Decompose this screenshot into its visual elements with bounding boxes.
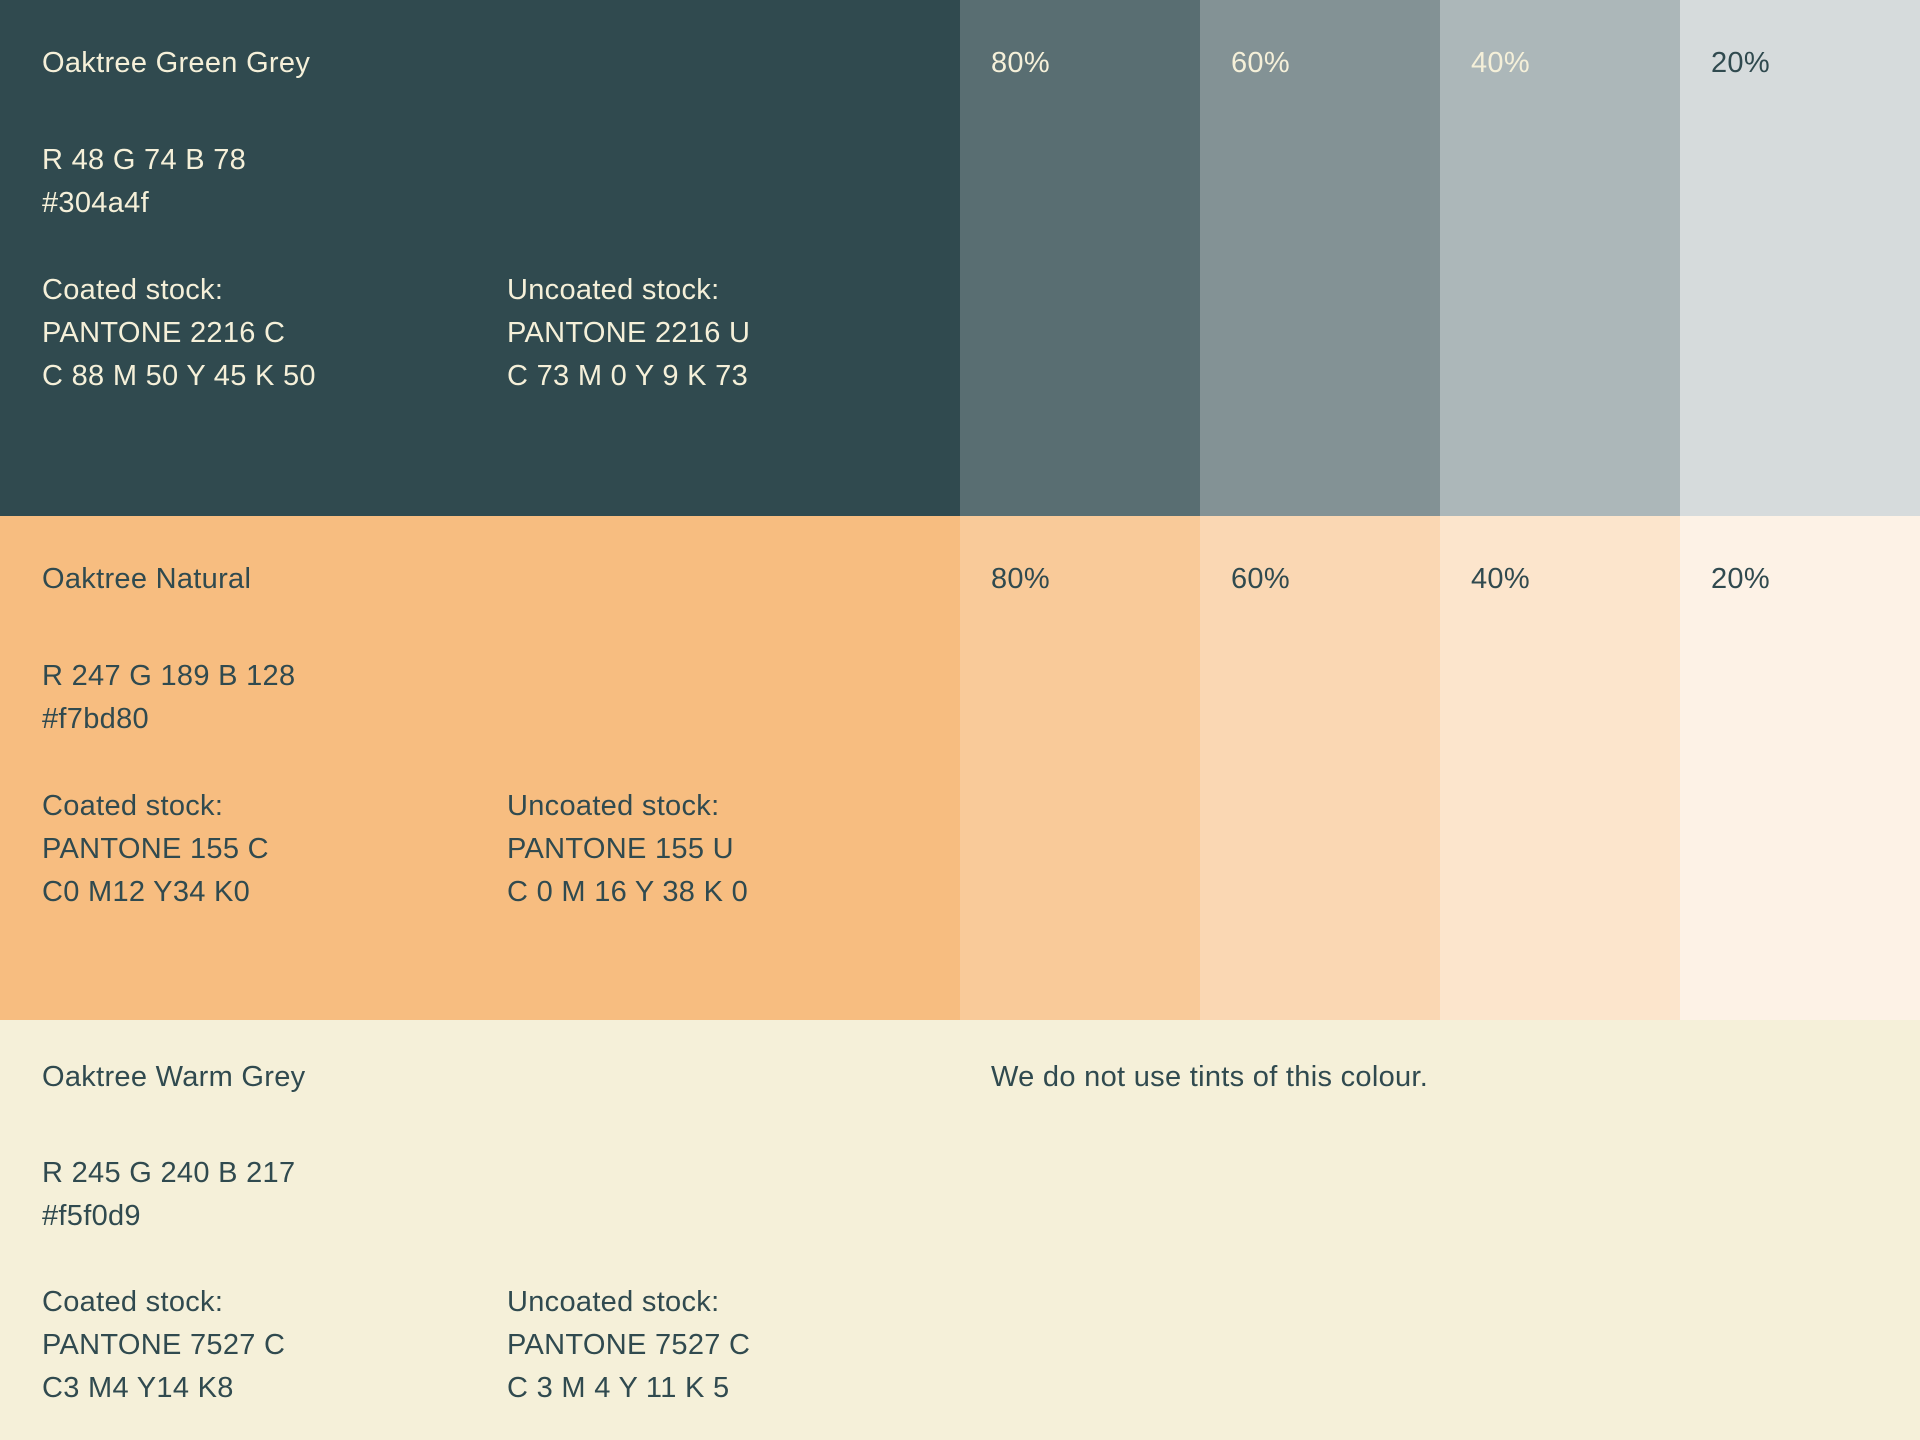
tint-label: 60% [1231, 563, 1290, 595]
uncoated-cmyk: C 73 M 0 Y 9 K 73 [507, 360, 749, 392]
tint-swatch: 60% [1200, 0, 1440, 516]
coated-pantone: PANTONE 155 C [42, 833, 269, 865]
rgb-value: R 247 G 189 B 128 [42, 660, 296, 692]
rgb-value: R 245 G 240 B 217 [42, 1157, 296, 1189]
rgb-value: R 48 G 74 B 78 [42, 144, 247, 176]
uncoated-pantone: PANTONE 155 U [507, 833, 734, 865]
coated-label: Coated stock: [42, 1286, 224, 1318]
coated-label: Coated stock: [42, 274, 224, 306]
colour-section-natural: Oaktree Natural R 247 G 189 B 128 #f7bd8… [0, 516, 1920, 1020]
tint-label: 80% [991, 563, 1050, 595]
coated-pantone: PANTONE 2216 C [42, 317, 286, 349]
tint-label: 40% [1471, 563, 1530, 595]
tint-label: 40% [1471, 47, 1530, 79]
tint-swatch: 20% [1680, 516, 1920, 1020]
colour-name: Oaktree Green Grey [42, 47, 311, 79]
tint-swatch: 80% [960, 0, 1200, 516]
uncoated-cmyk: C 3 M 4 Y 11 K 5 [507, 1372, 730, 1404]
tint-label: 20% [1711, 563, 1770, 595]
tint-swatch: 80% [960, 516, 1200, 1020]
uncoated-pantone: PANTONE 2216 U [507, 317, 751, 349]
tint-swatch: 40% [1440, 0, 1680, 516]
tint-swatch: 40% [1440, 516, 1680, 1020]
colour-swatch-main: Oaktree Green Grey R 48 G 74 B 78 #304a4… [0, 0, 960, 516]
coated-cmyk: C 88 M 50 Y 45 K 50 [42, 360, 316, 392]
coated-pantone: PANTONE 7527 C [42, 1329, 286, 1361]
uncoated-label: Uncoated stock: [507, 274, 720, 306]
hex-value: #304a4f [42, 187, 149, 219]
tint-label: 60% [1231, 47, 1290, 79]
uncoated-pantone: PANTONE 7527 C [507, 1329, 751, 1361]
uncoated-label: Uncoated stock: [507, 790, 720, 822]
coated-cmyk: C0 M12 Y34 K0 [42, 876, 251, 908]
colour-name: Oaktree Natural [42, 563, 252, 595]
colour-name: Oaktree Warm Grey [42, 1061, 306, 1093]
colour-swatch-main: Oaktree Natural R 247 G 189 B 128 #f7bd8… [0, 516, 960, 1020]
uncoated-label: Uncoated stock: [507, 1286, 720, 1318]
hex-value: #f5f0d9 [42, 1200, 141, 1232]
tint-label: 20% [1711, 47, 1770, 79]
colour-section-warm-grey: Oaktree Warm Grey R 245 G 240 B 217 #f5f… [0, 1020, 1920, 1440]
colour-section-green-grey: Oaktree Green Grey R 48 G 74 B 78 #304a4… [0, 0, 1920, 516]
uncoated-cmyk: C 0 M 16 Y 38 K 0 [507, 876, 749, 908]
tint-label: 80% [991, 47, 1050, 79]
tint-swatch: 20% [1680, 0, 1920, 516]
tint-swatch: 60% [1200, 516, 1440, 1020]
coated-cmyk: C3 M4 Y14 K8 [42, 1372, 234, 1404]
coated-label: Coated stock: [42, 790, 224, 822]
no-tints-note: We do not use tints of this colour. [991, 1061, 1429, 1093]
hex-value: #f7bd80 [42, 703, 149, 735]
